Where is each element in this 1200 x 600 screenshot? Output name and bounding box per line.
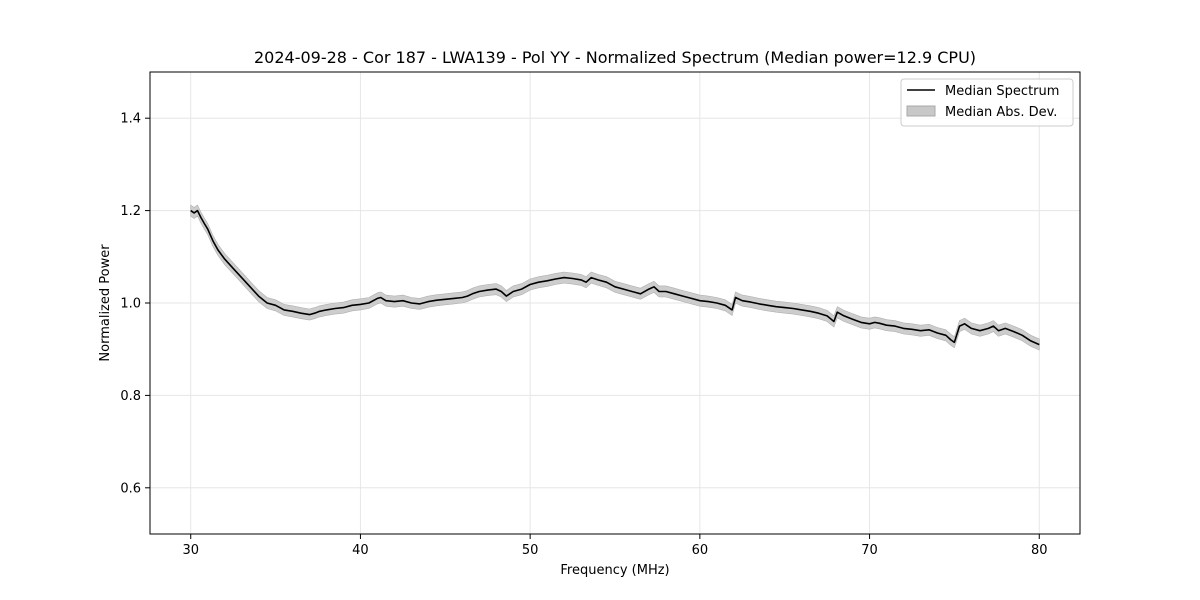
grid-lines (150, 72, 1080, 534)
y-axis-label: Normalized Power (98, 244, 113, 362)
mad-band (190, 204, 1040, 351)
median-line-layer (190, 209, 1040, 346)
x-tick-label: 80 (1031, 543, 1048, 558)
x-tick-label: 70 (861, 543, 878, 558)
legend: Median Spectrum Median Abs. Dev. (900, 78, 1074, 127)
y-tick-label: 0.6 (120, 481, 141, 496)
x-tick-label: 60 (692, 543, 709, 558)
y-tick-label: 1.2 (120, 204, 141, 219)
mad-band-layer (190, 204, 1040, 351)
y-tick-label: 0.8 (120, 389, 141, 404)
x-axis-label: Frequency (MHz) (560, 563, 669, 578)
x-tick-label: 40 (352, 543, 369, 558)
median-spectrum-line (190, 209, 1040, 346)
chart-title: 2024-09-28 - Cor 187 - LWA139 - Pol YY -… (254, 48, 976, 67)
legend-swatch-median-abs-dev (906, 105, 936, 117)
legend-label-median-abs-dev: Median Abs. Dev. (945, 105, 1057, 120)
legend-label-median-spectrum: Median Spectrum (945, 84, 1059, 99)
y-tick-label: 1.0 (120, 297, 141, 312)
tick-layer: 30 40 50 60 70 80 0.6 0.8 1.0 1.2 1.4 (120, 112, 1047, 558)
legend-box (900, 78, 1074, 127)
x-tick-label: 50 (522, 543, 539, 558)
y-tick-label: 1.4 (120, 112, 141, 127)
x-tick-label: 30 (182, 543, 199, 558)
